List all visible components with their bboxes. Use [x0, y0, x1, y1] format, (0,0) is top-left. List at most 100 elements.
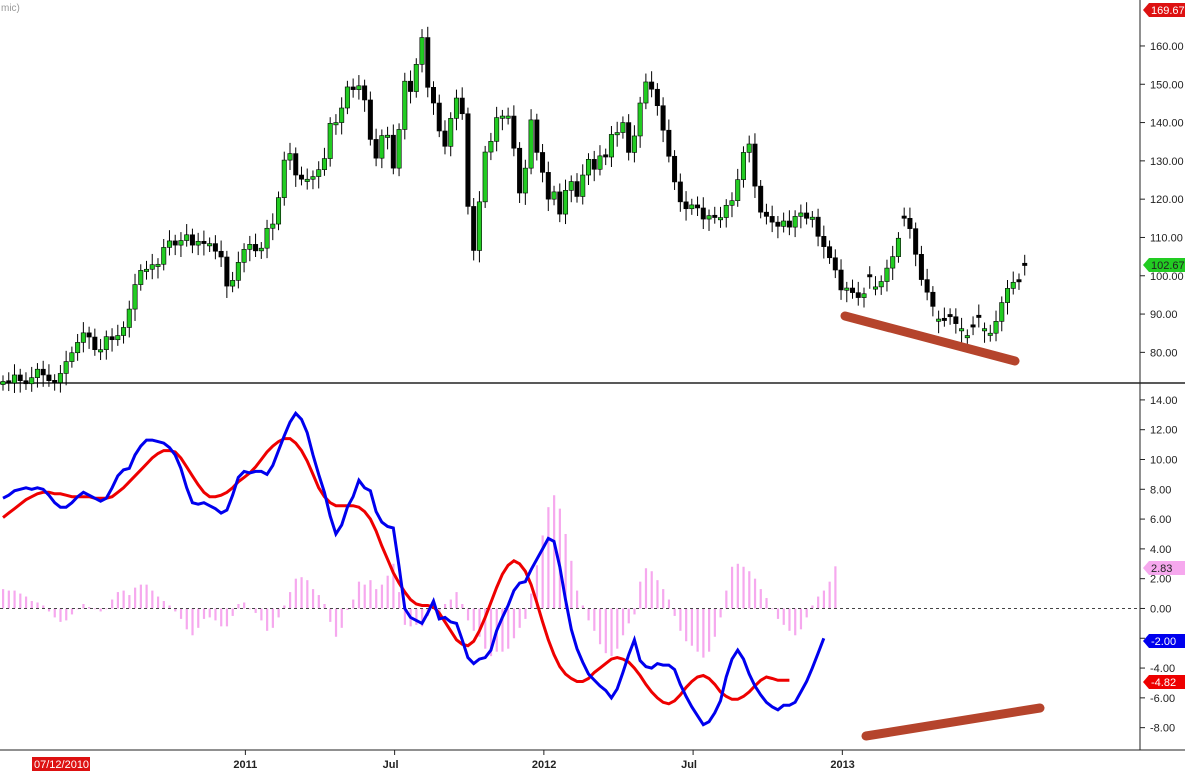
- histogram-bar: [730, 566, 734, 609]
- price-tick-label: 150.00: [1150, 79, 1184, 91]
- candle-body: [80, 332, 86, 343]
- histogram-bar: [679, 608, 682, 631]
- histogram-bar: [248, 608, 252, 610]
- histogram-bar: [765, 598, 768, 609]
- x-tick-label: 2012: [532, 759, 556, 771]
- candle-body: [207, 243, 213, 247]
- candle-body: [149, 264, 155, 270]
- candle-body: [482, 151, 488, 203]
- candle-body: [585, 159, 591, 176]
- macd-histogram: [2, 495, 837, 658]
- time-axis: 07/12/2010 2011 Jul 2012 Jul 2013: [32, 750, 855, 771]
- histogram-bar: [466, 608, 470, 621]
- histogram-bar: [403, 608, 406, 625]
- candle-body: [941, 317, 947, 321]
- histogram-bar: [59, 608, 62, 622]
- candle-body: [1004, 288, 1010, 303]
- x-tick-label: Jul: [383, 759, 399, 771]
- candle-body: [534, 119, 540, 153]
- candle-body: [752, 143, 758, 187]
- candle-body: [385, 134, 391, 138]
- histogram-bar: [512, 608, 516, 639]
- candle-body: [959, 328, 965, 332]
- histogram-bar: [88, 606, 91, 609]
- candle-body: [907, 218, 913, 229]
- candle-body: [631, 135, 637, 153]
- histogram-bar: [725, 590, 728, 609]
- candle-body: [947, 314, 953, 318]
- histogram-bar: [398, 592, 401, 609]
- histogram-bar: [168, 605, 171, 609]
- histogram-bar: [2, 589, 5, 609]
- candle-body: [815, 216, 821, 237]
- histogram-bar: [616, 608, 619, 649]
- histogram-bar: [243, 602, 246, 609]
- histogram-bar: [484, 608, 487, 649]
- histogram-bar: [357, 581, 361, 609]
- histogram-bar: [266, 608, 269, 631]
- candle-body: [476, 201, 482, 251]
- histogram-bar: [122, 590, 125, 609]
- candle-body: [821, 236, 827, 247]
- histogram-bar: [817, 596, 820, 609]
- histogram-bar: [576, 590, 579, 609]
- histogram-bar: [139, 584, 142, 609]
- candle-body: [425, 37, 431, 88]
- macd-tick-label: 12.00: [1150, 425, 1178, 437]
- candle-body: [287, 153, 293, 161]
- price-tick-label: 80.00: [1150, 347, 1178, 359]
- candle-body: [488, 141, 494, 153]
- histogram-bar: [93, 608, 97, 610]
- histogram-bar: [610, 608, 613, 657]
- histogram-bar: [202, 608, 206, 619]
- histogram-bar: [558, 508, 561, 609]
- histogram-bar: [105, 608, 108, 610]
- candle-body: [471, 206, 477, 251]
- macd-axis: 14.00 12.00 10.00 8.00 6.00 4.00 2.00 0.00 -2.00…: [1140, 395, 1178, 735]
- price-tick-label: 160.00: [1150, 41, 1184, 53]
- histogram-bar: [82, 604, 85, 609]
- candle-body: [838, 269, 844, 291]
- histogram-bar: [541, 535, 544, 609]
- candle-body: [505, 115, 511, 119]
- candle-body: [241, 249, 247, 263]
- macd-tick-label: 0.00: [1150, 603, 1171, 615]
- histogram-bar: [254, 608, 257, 613]
- x-tick-label: 2011: [233, 759, 257, 771]
- histogram-bar: [24, 596, 28, 609]
- candle-body: [993, 321, 999, 334]
- candle-body: [786, 220, 792, 228]
- candle-body: [6, 380, 12, 384]
- histogram-bar: [369, 580, 372, 609]
- candle-body: [115, 335, 121, 341]
- candle-body: [235, 262, 241, 281]
- date-tag-bg: [32, 757, 90, 771]
- candle-body: [442, 130, 448, 147]
- candle-body: [448, 118, 454, 147]
- svg-text:102.67: 102.67: [1151, 260, 1185, 272]
- candle-body: [126, 308, 132, 328]
- histogram-bar: [185, 608, 188, 630]
- histogram-bar: [553, 495, 556, 609]
- candle-body: [540, 152, 546, 173]
- histogram-bar: [311, 589, 315, 609]
- histogram-bar: [19, 593, 22, 609]
- candle-body: [563, 190, 569, 215]
- histogram-bar: [587, 608, 590, 621]
- histogram-bar: [156, 596, 160, 609]
- macd-tick-label: 4.00: [1150, 544, 1171, 556]
- candle-body: [172, 240, 178, 246]
- candle-body: [430, 87, 436, 104]
- histogram-bar: [742, 566, 745, 609]
- candle-body: [672, 155, 678, 183]
- candlestick-series: [0, 26, 1028, 393]
- candle-body: [850, 287, 856, 293]
- histogram-bar: [828, 581, 831, 609]
- price-tick-label: 90.00: [1150, 309, 1178, 321]
- candle-body: [270, 223, 276, 229]
- histogram-bar: [581, 605, 584, 609]
- candle-body: [34, 368, 40, 378]
- histogram-bar: [782, 608, 785, 625]
- candle-body: [0, 381, 6, 385]
- histogram-bar: [822, 590, 826, 609]
